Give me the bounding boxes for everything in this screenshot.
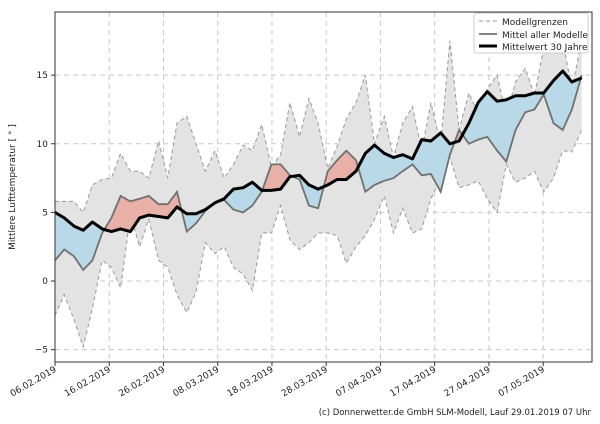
x-axis: 06.02.2019 16.02.2019 26.02.2019 08.03.2019…: [9, 362, 547, 399]
x-tick-label: 06.02.2019: [9, 365, 59, 400]
y-tick-label: −5: [35, 346, 48, 356]
model-range-lower-line: [55, 129, 583, 349]
model-mean-line: [55, 74, 583, 272]
climate-mean-line: [55, 69, 583, 234]
y-tick-label: 15: [37, 71, 48, 81]
legend-label: Modellgrenzen: [502, 18, 568, 28]
plot-frame: [54, 11, 593, 363]
copyright-footer: (c) Donnerwetter.de GmbH SLM-Modell, Lau…: [319, 408, 592, 418]
x-tick-label: 18.03.2019: [226, 365, 276, 400]
x-tick-label: 27.04.2019: [443, 365, 493, 400]
x-tick-label: 07.04.2019: [334, 365, 384, 400]
x-tick-label: 08.03.2019: [172, 365, 222, 400]
y-tick-label: 0: [42, 277, 48, 287]
legend: Modellgrenzen Mittel aller Modelle Mitte…: [473, 12, 589, 54]
y-axis: −5 0 5 10 15: [35, 71, 55, 356]
x-tick-label: 16.02.2019: [63, 365, 113, 400]
model-range-upper-line: [55, 39, 583, 214]
legend-label: Mittelwert 30 Jahre: [502, 43, 588, 53]
colder-than-climate-area: [55, 71, 582, 270]
y-tick-label: 5: [42, 208, 48, 218]
y-axis-label: Mittlere Lufttemperatur [ ° ]: [8, 124, 18, 250]
x-tick-label: 26.02.2019: [117, 365, 167, 400]
legend-label: Mittel aller Modelle: [502, 31, 588, 41]
x-tick-label: 07.05.2019: [497, 365, 547, 400]
x-tick-label: 17.04.2019: [389, 365, 439, 400]
x-tick-label: 28.03.2019: [280, 365, 330, 400]
y-tick-label: 10: [37, 140, 49, 150]
